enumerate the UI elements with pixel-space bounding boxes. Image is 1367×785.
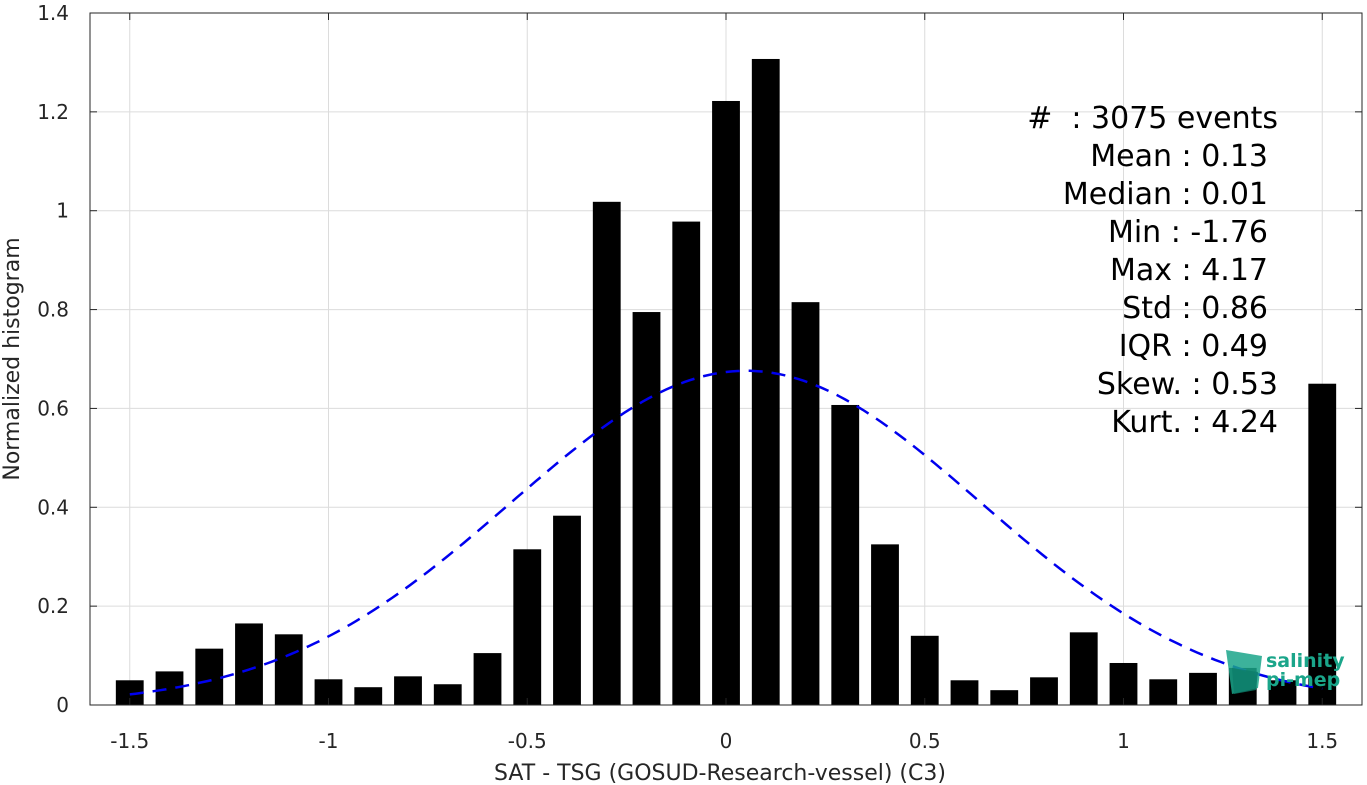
logo-line2: pi-mep	[1266, 669, 1340, 691]
x-tick-label: 1	[1117, 729, 1130, 753]
histogram-bar	[672, 221, 701, 706]
y-tick-label: 0	[56, 693, 69, 717]
histogram-bar	[354, 687, 383, 705]
histogram-bar	[274, 634, 303, 705]
x-tick-label: 1.5	[1306, 729, 1338, 753]
y-tick-label: 1.2	[37, 100, 69, 124]
histogram-bar	[1149, 679, 1178, 705]
y-tick-label: 1.4	[37, 1, 69, 25]
histogram-bar	[831, 404, 860, 705]
logo-mark-shade-icon	[1232, 668, 1258, 694]
histogram-bar	[513, 549, 542, 705]
y-tick-label: 1	[56, 199, 69, 223]
histogram-bar	[1268, 680, 1297, 705]
stat-skew: Skew. : 0.53	[1097, 367, 1278, 402]
histogram-bar	[791, 302, 820, 705]
stat-events: # : 3075 events	[1027, 101, 1278, 136]
ticks	[90, 12, 1362, 706]
x-tick-label: -1	[319, 729, 339, 753]
x-axis-label: SAT - TSG (GOSUD-Research-vessel) (C3)	[494, 761, 946, 785]
histogram-bar	[235, 623, 263, 705]
stats-box: # : 3075 events Mean : 0.13 Median : 0.0…	[1027, 101, 1278, 440]
histogram-bar	[1030, 677, 1058, 705]
histogram-bar	[712, 100, 740, 706]
histogram-bar	[553, 515, 581, 705]
histogram-bar	[473, 653, 502, 705]
histogram-bar	[394, 676, 422, 705]
stat-kurt: Kurt. : 4.24	[1111, 405, 1278, 440]
stat-std: Std : 0.86	[1122, 291, 1268, 326]
histogram-bar	[195, 648, 224, 705]
logo-line1: salinity	[1266, 650, 1345, 672]
x-tick-label: -1.5	[110, 729, 149, 753]
stat-max: Max : 4.17	[1110, 253, 1268, 288]
histogram-bar	[1308, 383, 1337, 705]
x-tick-labels: -1.5 -1 -0.5 0 0.5 1 1.5	[110, 729, 1338, 753]
salinity-pimep-logo: salinity pi-mep	[1226, 650, 1345, 694]
y-tick-labels: 0 0.2 0.4 0.6 0.8 1 1.2 1.4	[37, 1, 69, 717]
normal-fit-curve	[129, 369, 1323, 696]
x-tick-label: -0.5	[508, 729, 547, 753]
histogram-bar	[433, 684, 462, 705]
stat-iqr: IQR : 0.49	[1119, 329, 1268, 364]
histogram-bar	[1109, 662, 1138, 705]
histogram-bar	[990, 690, 1019, 705]
histogram-bar	[592, 201, 621, 705]
x-tick-label: 0	[720, 729, 733, 753]
histogram-bar	[1189, 672, 1217, 705]
stat-min: Min : -1.76	[1108, 215, 1268, 250]
histogram-bar	[950, 680, 979, 705]
histogram-bar	[751, 58, 780, 706]
bars	[115, 58, 1337, 706]
y-tick-label: 0.2	[37, 594, 69, 618]
y-tick-label: 0.8	[37, 298, 69, 322]
histogram-bar	[910, 635, 939, 705]
histogram-bar	[632, 312, 661, 705]
histogram-bar	[871, 544, 899, 705]
stat-mean: Mean : 0.13	[1090, 139, 1268, 174]
y-tick-label: 0.4	[37, 495, 69, 519]
x-tick-label: 0.5	[909, 729, 941, 753]
y-tick-label: 0.6	[37, 396, 69, 420]
histogram-bar	[1069, 632, 1098, 705]
stat-median: Median : 0.01	[1063, 177, 1268, 212]
y-axis-label: Normalized histogram	[0, 237, 25, 480]
